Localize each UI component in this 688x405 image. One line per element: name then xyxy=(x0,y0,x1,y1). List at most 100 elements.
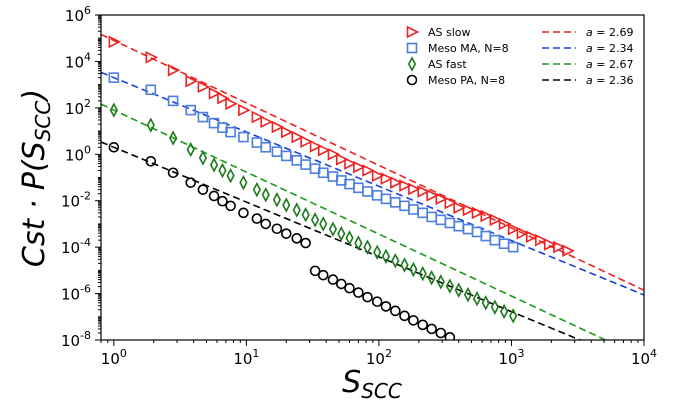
y-tick-label-4: 100 xyxy=(65,143,91,164)
point-s1-7 xyxy=(225,126,236,138)
point-s0-11 xyxy=(271,120,285,134)
point-s2-11 xyxy=(272,192,282,208)
point-s2-16 xyxy=(319,216,328,232)
legend-fit-var: a xyxy=(586,74,593,87)
point-s0-19 xyxy=(344,157,357,170)
legend-marker-0 xyxy=(406,25,420,39)
y-tick-label-base: 10 xyxy=(65,53,84,71)
point-s0-14 xyxy=(300,135,313,148)
point-s0-13 xyxy=(291,130,305,144)
legend-fit-var: a xyxy=(586,42,593,55)
point-s0-8 xyxy=(238,103,251,117)
legend-fit-var: a xyxy=(586,26,593,39)
y-tick-label-base: 10 xyxy=(65,146,84,164)
y-axis-label-main: Cst · P(S xyxy=(17,141,52,267)
point-s0-35 xyxy=(489,213,503,227)
point-s0-7 xyxy=(225,97,238,111)
x-axis-label-main: S xyxy=(342,365,361,400)
legend-fit-value: = 2.69 xyxy=(593,26,634,39)
point-s0-1 xyxy=(145,51,159,64)
point-s0-28 xyxy=(426,189,439,202)
legend-label-2: AS fast xyxy=(428,58,467,71)
x-tick-label-2: 102 xyxy=(366,347,392,368)
x-tick-label-exp: 2 xyxy=(385,347,392,360)
point-s2-27 xyxy=(418,265,427,282)
point-s2-26 xyxy=(409,261,418,278)
y-axis-label-sub: SCC xyxy=(31,101,55,142)
x-tick-label-base: 10 xyxy=(366,350,385,368)
point-s3-8 xyxy=(238,207,249,219)
y-tick-label-exp: -2 xyxy=(80,190,91,203)
point-s1-12 xyxy=(280,150,292,162)
point-s2-23 xyxy=(381,248,391,265)
point-s3-28 xyxy=(426,323,437,335)
point-s2-3 xyxy=(186,141,195,158)
point-s2-35 xyxy=(490,299,500,315)
y-tick-label-base: 10 xyxy=(65,7,84,25)
point-s2-24 xyxy=(391,253,400,269)
legend-fit-value: = 2.34 xyxy=(593,42,634,55)
point-s2-31 xyxy=(454,282,463,298)
point-s3-23 xyxy=(380,301,392,312)
point-s0-30 xyxy=(444,196,458,210)
point-s2-14 xyxy=(301,206,310,223)
point-s0-33 xyxy=(471,206,485,220)
point-s3-13 xyxy=(291,233,303,244)
y-tick-label-exp: -6 xyxy=(80,283,91,296)
point-s1-0 xyxy=(108,72,120,83)
point-s2-5 xyxy=(209,157,219,173)
x-tick-label-base: 10 xyxy=(233,350,252,368)
y-tick-label-base: 10 xyxy=(65,100,84,118)
fit-line-1 xyxy=(101,71,644,296)
legend-fit-value: = 2.36 xyxy=(593,74,634,87)
series-3 xyxy=(108,141,456,340)
y-tick-label-3: 10-2 xyxy=(61,190,91,211)
legend-label-1: Meso MA, N=8 xyxy=(428,42,509,55)
point-s2-20 xyxy=(354,235,363,251)
y-tick-label-base: 10 xyxy=(61,286,80,304)
point-s2-8 xyxy=(239,174,248,191)
point-s0-15 xyxy=(309,140,323,153)
legend-fit-label-3: a = 2.36 xyxy=(586,74,633,87)
point-s2-18 xyxy=(337,225,346,242)
x-tick-label-0: 100 xyxy=(101,347,127,368)
point-s3-12 xyxy=(280,228,292,239)
point-s3-16 xyxy=(317,269,329,281)
x-tick-label-base: 10 xyxy=(631,350,650,368)
point-s0-40 xyxy=(534,233,548,247)
point-s0-36 xyxy=(498,217,512,231)
point-s0-4 xyxy=(197,80,211,94)
series-0 xyxy=(108,35,575,258)
y-tick-label-base: 10 xyxy=(61,193,80,211)
y-tick-label-exp: 0 xyxy=(84,143,91,156)
point-s0-20 xyxy=(353,160,366,174)
point-s3-7 xyxy=(225,200,236,212)
point-s3-25 xyxy=(399,310,410,322)
point-s2-2 xyxy=(169,130,178,146)
point-s3-30 xyxy=(444,332,456,340)
point-s3-11 xyxy=(271,223,283,235)
y-tick-label-exp: 4 xyxy=(84,50,91,63)
point-s0-29 xyxy=(435,192,449,206)
legend-marker-2 xyxy=(407,56,417,72)
legend-marker-3 xyxy=(406,74,418,86)
point-s1-8 xyxy=(238,131,249,143)
point-s2-21 xyxy=(363,239,372,255)
point-s0-22 xyxy=(371,169,385,182)
point-s2-34 xyxy=(481,295,490,311)
point-s0-43 xyxy=(562,244,575,258)
point-s0-21 xyxy=(362,164,375,177)
point-s3-24 xyxy=(390,305,401,317)
point-s3-9 xyxy=(251,213,263,224)
axis-tick-labels: 100 101 102 103 10410-810-610-410-2100102104… xyxy=(61,4,657,368)
y-tick-label-6: 104 xyxy=(65,50,91,71)
point-s3-18 xyxy=(335,278,347,290)
point-s3-0 xyxy=(108,141,120,153)
point-s3-15 xyxy=(309,265,321,277)
point-s1-10 xyxy=(260,141,272,153)
point-s2-25 xyxy=(400,257,409,273)
point-s1-3 xyxy=(185,104,196,116)
point-s2-15 xyxy=(310,212,320,228)
point-s2-30 xyxy=(445,278,454,294)
